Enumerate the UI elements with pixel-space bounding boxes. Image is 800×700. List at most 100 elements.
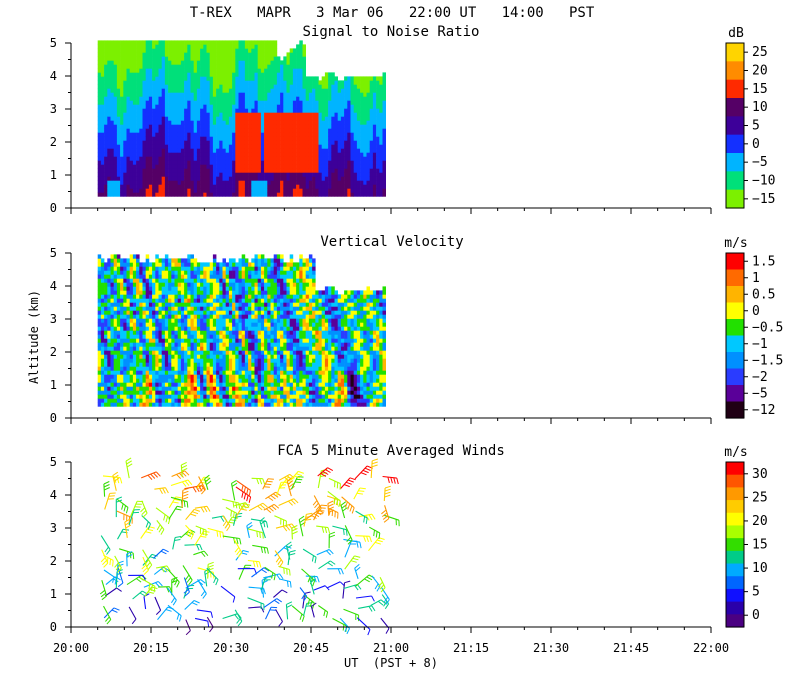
heatmap-cell <box>244 100 249 105</box>
heatmap-cell <box>107 346 111 351</box>
heatmap-cell <box>251 148 255 153</box>
heatmap-cell <box>360 116 364 121</box>
heatmap-cell <box>177 180 182 185</box>
heatmap-cell <box>206 40 210 45</box>
heatmap-cell <box>129 56 134 61</box>
heatmap-cell <box>129 188 134 193</box>
heatmap-cell <box>264 88 268 93</box>
heatmap-cell <box>139 40 143 45</box>
heatmap-cell <box>116 262 121 267</box>
heatmap-cell <box>228 96 233 101</box>
heatmap-cell <box>292 48 297 53</box>
colorbar-label: −10 <box>752 174 775 189</box>
heatmap-cell <box>190 128 194 133</box>
heatmap-cell <box>145 72 150 77</box>
heatmap-cell <box>177 68 182 73</box>
heatmap-cell <box>97 386 102 391</box>
heatmap-cell <box>372 140 377 145</box>
heatmap-cell <box>171 378 175 383</box>
heatmap-cell <box>254 108 258 113</box>
heatmap-cell <box>222 378 226 383</box>
heatmap-cell <box>222 108 226 113</box>
heatmap-cell <box>382 132 386 137</box>
heatmap-cell <box>200 156 204 161</box>
heatmap-cell <box>248 104 252 109</box>
heatmap-cell <box>110 140 114 145</box>
heatmap-cell <box>200 100 204 105</box>
heatmap-cell <box>126 180 130 185</box>
heatmap-cell <box>126 84 130 89</box>
heatmap-cell <box>180 76 185 81</box>
heatmap-cell <box>139 350 143 355</box>
heatmap-cell <box>139 366 143 371</box>
heatmap-cell <box>225 386 230 391</box>
heatmap-cell <box>241 136 246 141</box>
heatmap-cell <box>216 184 220 189</box>
heatmap-cell <box>196 136 201 141</box>
heatmap-cell <box>216 330 220 335</box>
heatmap-cell <box>113 60 118 65</box>
heatmap-cell <box>168 362 172 367</box>
heatmap-cell <box>334 188 338 193</box>
heatmap-cell <box>331 168 335 173</box>
heatmap-cell <box>120 302 124 307</box>
heatmap-cell <box>267 88 271 93</box>
heatmap-cell <box>209 262 214 267</box>
heatmap-cell <box>168 72 172 77</box>
heatmap-cell <box>292 128 297 133</box>
heatmap-cell <box>123 362 127 367</box>
heatmap-cell <box>344 100 348 105</box>
heatmap-cell <box>324 92 329 97</box>
heatmap-cell <box>356 160 361 165</box>
heatmap-cell <box>193 338 198 343</box>
heatmap-cell <box>104 136 108 141</box>
heatmap-cell <box>193 310 198 315</box>
heatmap-cell <box>225 262 230 267</box>
heatmap-cell <box>164 184 169 189</box>
heatmap-cell <box>136 370 140 375</box>
heatmap-cell <box>270 96 274 101</box>
heatmap-cell <box>171 306 175 311</box>
heatmap-cell <box>280 60 284 65</box>
heatmap-cell <box>171 104 175 109</box>
heatmap-cell <box>356 76 361 81</box>
heatmap-cell <box>174 148 178 153</box>
heatmap-cell <box>129 140 134 145</box>
heatmap-cell <box>145 374 150 379</box>
heatmap-cell <box>356 144 361 149</box>
heatmap-cell <box>164 96 169 101</box>
heatmap-cell <box>190 60 194 65</box>
heatmap-cell <box>187 302 191 307</box>
heatmap-cell <box>97 120 102 125</box>
heatmap-cell <box>280 188 284 193</box>
heatmap-cell <box>251 184 255 189</box>
heatmap-cell <box>238 354 242 359</box>
heatmap-cell <box>100 148 105 153</box>
heatmap-cell <box>193 124 198 129</box>
heatmap-cell <box>203 120 207 125</box>
heatmap-cell <box>161 132 166 137</box>
heatmap-cell <box>238 374 242 379</box>
heatmap-cell <box>142 96 146 101</box>
heatmap-cell <box>222 390 226 395</box>
heatmap-cell <box>142 116 146 121</box>
heatmap-cell <box>328 112 332 117</box>
heatmap-cell <box>187 346 191 351</box>
heatmap-cell <box>145 132 150 137</box>
heatmap-cell <box>171 60 175 65</box>
heatmap-cell <box>136 160 140 165</box>
heatmap-cell <box>216 168 220 173</box>
heatmap-cell <box>292 84 297 89</box>
heatmap-cell <box>222 294 226 299</box>
heatmap-cell <box>232 378 236 383</box>
heatmap-cell <box>382 148 386 153</box>
heatmap-cell <box>142 310 146 315</box>
heatmap-cell <box>126 96 130 101</box>
heatmap-cell <box>356 124 361 129</box>
heatmap-cell <box>107 96 111 101</box>
heatmap-cell <box>139 302 143 307</box>
heatmap-cell <box>120 40 124 45</box>
heatmap-cell <box>219 176 223 181</box>
heatmap-cell <box>222 310 226 315</box>
heatmap-cell <box>228 148 233 153</box>
